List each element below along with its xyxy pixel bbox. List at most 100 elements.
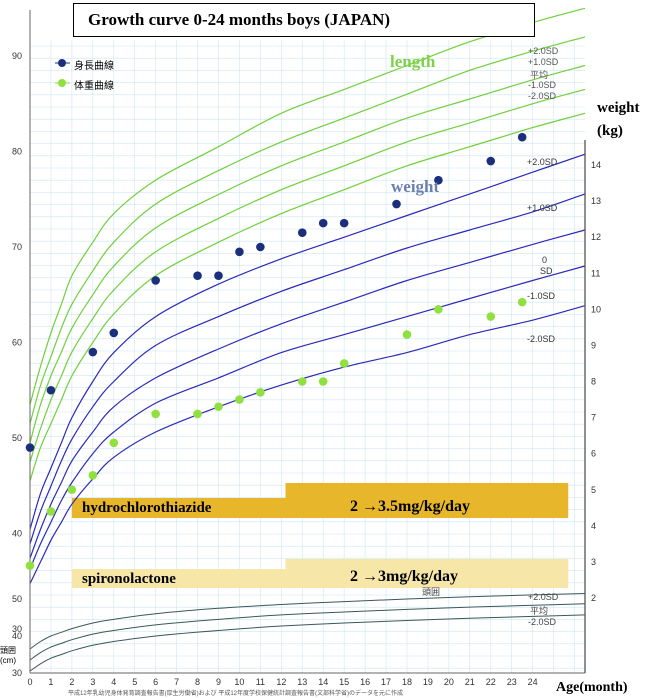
weight-tick-label: 9	[591, 340, 596, 350]
hctz-bar-segment	[285, 483, 569, 518]
drug-bars	[71, 483, 569, 588]
hctz-label: hydrochlorothiazide	[82, 500, 212, 516]
spiro-dose: 2 →3mg/kg/day	[350, 568, 459, 585]
length-point	[517, 132, 527, 142]
x-tick-label: 18	[402, 677, 412, 687]
length-point	[109, 328, 119, 338]
x-tick-label: 8	[195, 677, 200, 687]
weight-curve-label: weight	[391, 177, 440, 196]
x-tick-label: 6	[153, 677, 158, 687]
head-reference-curve	[29, 614, 586, 672]
weight-point	[235, 395, 244, 404]
weight-point	[25, 561, 35, 570]
length-point	[235, 247, 244, 257]
weight-tick-label: 4	[591, 521, 596, 531]
weight-point	[151, 409, 160, 419]
length-tick-label: 70	[12, 242, 22, 252]
weight-point	[214, 402, 223, 412]
length-point	[151, 276, 160, 285]
hctz-dose: 2 →3.5mg/kg/day	[350, 498, 471, 515]
x-tick-label: 9	[216, 677, 221, 687]
weight-reference-curve	[29, 305, 586, 584]
x-tick-label: 0	[27, 677, 32, 687]
length-sd-label: +2.0SD	[528, 46, 559, 56]
weight-point	[517, 297, 527, 307]
weight-tick-label: 6	[591, 449, 596, 459]
weight-sd-label: SD	[540, 266, 553, 276]
length-point	[46, 385, 56, 395]
length-tick-label: 50	[12, 433, 22, 443]
weight-sd-label: -1.0SD	[527, 291, 556, 301]
weight-tick-label: 12	[591, 232, 601, 242]
weight-point	[297, 377, 307, 386]
weight-point	[434, 305, 443, 314]
measured-points	[25, 59, 527, 570]
length-sd-label: -1.0SD	[528, 80, 557, 90]
head-sd-label: 平均	[530, 606, 549, 616]
length-point	[392, 199, 401, 209]
length-tick-label: 90	[12, 51, 22, 61]
chart-title-text: Growth curve 0-24 months boys (JAPAN)	[88, 10, 391, 29]
weight-sd-label: -2.0SD	[527, 334, 556, 344]
length-point	[339, 218, 349, 228]
length-reference-curve	[29, 88, 586, 463]
weight-sd-label: +2.0SD	[527, 157, 558, 167]
spiro-bar-segment	[71, 569, 286, 588]
length-sd-label: 平均	[530, 70, 549, 80]
reference-curves	[29, 7, 586, 672]
footer-source: 平成12年乳幼児身体発育調査報告書(厚生労働省)および 平成12年度学校保健統計…	[68, 691, 404, 697]
weight-tick-label: 14	[591, 160, 601, 170]
weight-tick-label: 7	[591, 413, 596, 423]
length-point	[297, 228, 307, 237]
x-tick-label: 22	[486, 677, 496, 687]
hctz-bar-segment	[71, 498, 286, 518]
x-tick-label: 21	[465, 677, 475, 687]
head-tick-label: 30	[12, 668, 22, 678]
tick-labels: 0 1 2 3 4 5 6 7 8 9 10 11 12 13 14 15 16 17 18 19 20 21 22 23 24…	[12, 51, 601, 687]
legend-length: 身長曲線	[74, 57, 114, 72]
weight-point	[256, 388, 265, 397]
weight-tick-label: 2	[591, 593, 596, 603]
x-tick-label: 5	[132, 677, 137, 687]
weight-tick-label: 11	[591, 268, 600, 278]
x-tick-label: 24	[528, 677, 538, 687]
weight-point	[339, 359, 349, 368]
length-reference-curve	[29, 7, 586, 405]
weight-tick-label: 13	[591, 196, 601, 206]
legend-length-label: 身長曲線	[74, 61, 114, 72]
weight-axis-label: weight (kg)	[597, 100, 640, 139]
spiro-bar-segment	[285, 559, 569, 588]
weight-tick-label: 10	[591, 304, 601, 314]
x-tick-label: 16	[360, 677, 370, 687]
length-reference-curve	[29, 112, 586, 482]
weight-point	[109, 438, 119, 448]
head-tick-label: 40	[12, 631, 22, 641]
weight-tick-label: 3	[591, 557, 596, 567]
weight-tick-label: 5	[591, 485, 596, 495]
x-tick-label: 12	[276, 677, 286, 687]
length-sd-label: +1.0SD	[528, 57, 559, 67]
length-reference-curve	[29, 36, 586, 424]
head-axis-label: 頭囲 (cm)	[0, 646, 16, 665]
x-tick-label: 20	[444, 677, 454, 687]
x-tick-label: 1	[48, 677, 53, 687]
spiro-label: spironolactone	[82, 571, 176, 587]
head-sd-label: -2.0SD	[528, 617, 557, 627]
length-tick-label: 40	[12, 529, 22, 539]
length-tick-label: 60	[12, 338, 22, 348]
weight-reference-curve	[29, 193, 586, 545]
x-tick-label: 13	[297, 677, 307, 687]
head-reference-curve	[29, 603, 586, 661]
length-reference-curve	[29, 64, 586, 443]
length-sd-label: -2.0SD	[528, 91, 557, 101]
x-tick-label: 14	[318, 677, 328, 687]
x-tick-label: 11	[256, 677, 265, 687]
weight-point	[486, 312, 496, 321]
legend-weight: 体重曲線	[74, 77, 114, 92]
length-point	[256, 242, 265, 252]
weight-point	[193, 409, 202, 419]
weight-point	[46, 507, 56, 516]
x-tick-label: 15	[339, 677, 349, 687]
head-tick-label: 50	[12, 594, 22, 604]
